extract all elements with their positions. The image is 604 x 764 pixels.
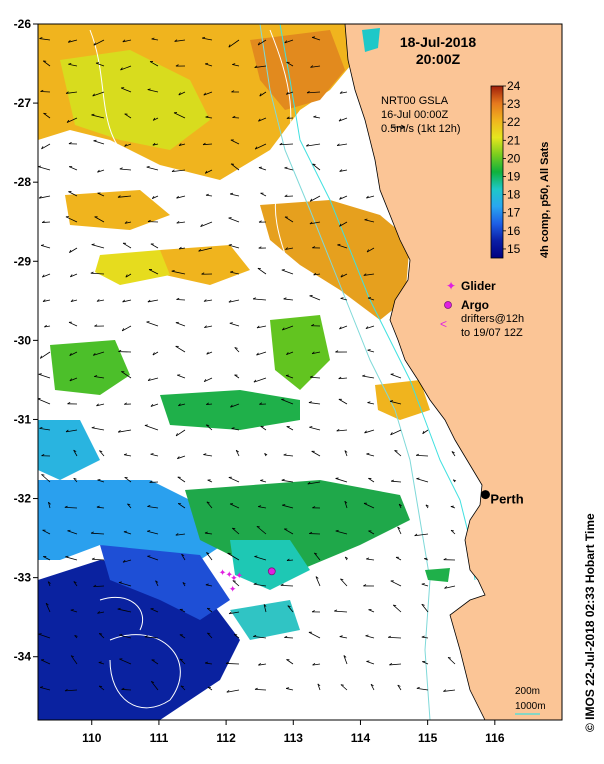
current-vector-head — [39, 374, 42, 375]
perth-location-icon — [481, 490, 490, 499]
sst-patch-coastal-green — [425, 568, 450, 582]
legend-argo-label: Argo — [461, 298, 489, 312]
y-tick-label: -27 — [14, 96, 32, 110]
colorbar-tick-label: 24 — [507, 79, 521, 93]
current-vector-head — [312, 37, 315, 38]
current-vector-head — [124, 531, 127, 532]
current-vector-head — [67, 530, 70, 531]
current-vector-head — [259, 167, 262, 168]
current-vector-head — [39, 634, 42, 635]
colorbar-title: 4h comp, p50, All Sats — [539, 142, 551, 258]
y-tick-label: -31 — [14, 412, 32, 426]
y-tick-label: -34 — [14, 650, 32, 664]
colorbar-tick-label: 17 — [507, 206, 521, 220]
perth-label: Perth — [490, 492, 523, 507]
y-tick-label: -29 — [14, 254, 32, 268]
x-tick-label: 113 — [284, 731, 304, 745]
imos-credit: © IMOS 22-Jul-2018 02:33 Hobart Time — [583, 513, 597, 732]
x-tick-label: 112 — [216, 731, 236, 745]
colorbar-tick-label: 23 — [507, 97, 521, 111]
x-axis: 110 111 112 113 114 115 116 — [82, 720, 505, 745]
isobath-200m-label: 200m — [515, 686, 540, 697]
colorbar-tick-label: 19 — [507, 170, 521, 184]
y-tick-label: -32 — [14, 492, 32, 506]
x-tick-label: 115 — [418, 731, 438, 745]
colorbar-tick-label: 18 — [507, 188, 521, 202]
colorbar-tick-label: 21 — [507, 133, 521, 147]
colorbar-tick-label: 22 — [507, 115, 521, 129]
current-vector-head — [99, 686, 102, 687]
x-tick-label: 116 — [485, 731, 505, 745]
x-tick-label: 114 — [351, 731, 371, 745]
y-axis: -26 -27 -28 -29 -30 -31 -32 -33 -34 — [14, 17, 38, 664]
legend-glider-label: Glider — [461, 279, 496, 293]
legend-drifters-line2: to 19/07 12Z — [461, 327, 523, 339]
vector-scale-label: 0.5m/s (1kt 12h) — [381, 123, 460, 135]
y-tick-label: -28 — [14, 175, 32, 189]
colorbar — [491, 86, 503, 258]
current-vector — [226, 663, 239, 664]
current-vector-head — [337, 244, 340, 245]
argo-marker-icon — [268, 568, 275, 575]
x-tick-label: 110 — [82, 731, 102, 745]
colorbar-tick-label: 15 — [507, 242, 521, 256]
isobath-1000m-label: 1000m — [515, 701, 546, 712]
gsla-label: NRT00 GSLA — [381, 95, 449, 107]
drifter-legend-icon: < — [440, 317, 447, 331]
map-time-title: 20:00Z — [416, 51, 461, 67]
colorbar-tick-label: 16 — [507, 224, 521, 238]
current-vector-head — [146, 322, 149, 323]
glider-marker-icon: ✦ — [229, 584, 237, 594]
current-vector — [284, 637, 293, 638]
glider-marker-icon: ✦ — [236, 570, 244, 580]
argo-legend-icon — [445, 302, 452, 309]
current-vector-head — [312, 164, 315, 165]
y-tick-label: -26 — [14, 17, 32, 31]
y-tick-label: -30 — [14, 333, 32, 347]
current-vector — [232, 117, 239, 118]
glider-legend-icon: ✦ — [446, 279, 456, 293]
x-tick-label: 111 — [150, 731, 169, 745]
gsla-date: 16-Jul 00:00Z — [381, 109, 449, 121]
y-tick-label: -33 — [14, 571, 32, 585]
current-vector-head — [368, 297, 371, 298]
legend-drifters-line1: drifters@12h — [461, 313, 524, 325]
map-date-title: 18-Jul-2018 — [400, 34, 476, 50]
current-vector-head — [366, 661, 369, 662]
colorbar-tick-label: 20 — [507, 151, 521, 165]
current-vector — [122, 689, 131, 690]
